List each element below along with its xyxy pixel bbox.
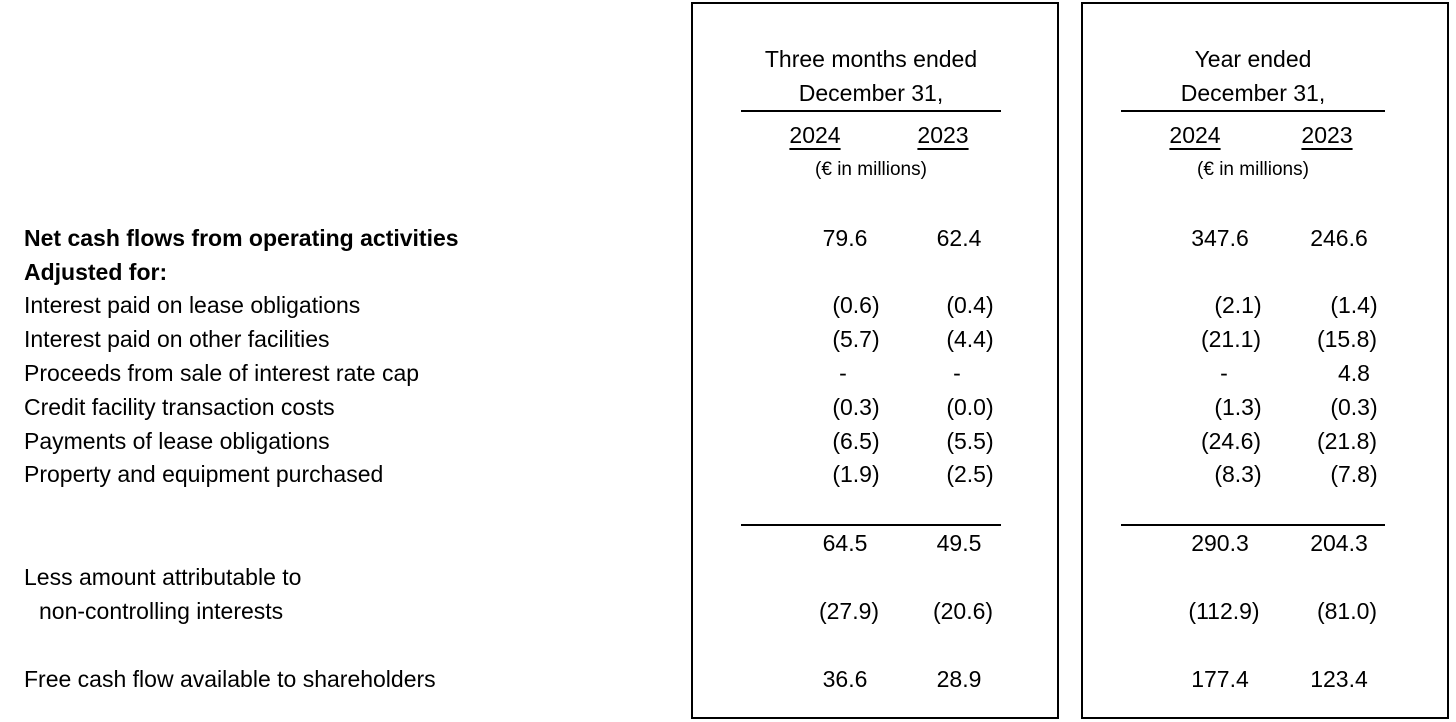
year-year-a: 2024 <box>1169 122 1221 148</box>
value-cell: (112.9) <box>1188 598 1260 624</box>
row-label-non-controlling: non-controlling interests <box>39 598 284 624</box>
value-cell: 4.8 <box>1338 360 1370 386</box>
row-label-free-cash-flow: Free cash flow available to shareholders <box>24 666 436 692</box>
three-months-heading-rule <box>741 110 1001 112</box>
value-cell: (0.6) <box>832 292 880 318</box>
value-cell: (1.4) <box>1330 292 1378 318</box>
year-year-b: 2023 <box>1301 122 1353 148</box>
value-cell: (5.5) <box>946 428 994 454</box>
row-label-adjusted-for: Adjusted for: <box>24 259 168 285</box>
three-months-year-a: 2024 <box>789 122 841 148</box>
value-cell: (21.8) <box>1316 428 1378 454</box>
year-unit: (€ in millions) <box>1197 159 1309 180</box>
value-cell: (20.6) <box>932 598 994 624</box>
value-cell: (1.3) <box>1214 394 1262 420</box>
three-months-heading-line2: December 31, <box>798 80 944 106</box>
year-column-box <box>1081 2 1449 719</box>
three-months-unit: (€ in millions) <box>815 159 927 180</box>
value-cell: (8.3) <box>1214 461 1262 487</box>
row-label-less-amount: Less amount attributable to <box>24 564 302 590</box>
value-cell: - <box>839 360 847 386</box>
value-cell: (6.5) <box>832 428 880 454</box>
value-cell: (4.4) <box>946 326 994 352</box>
subtotal-value: 64.5 <box>822 530 868 556</box>
row-label-interest-other: Interest paid on other facilities <box>24 326 330 352</box>
value-cell: (1.9) <box>832 461 880 487</box>
row-label-property-equipment: Property and equipment purchased <box>24 461 384 487</box>
value-cell: (0.4) <box>946 292 994 318</box>
value-cell: (81.0) <box>1316 598 1378 624</box>
value-cell: - <box>1220 360 1228 386</box>
three-months-year-b: 2023 <box>917 122 969 148</box>
subtotal-value: 290.3 <box>1191 530 1249 556</box>
row-label-net-cash-flows: Net cash flows from operating activities <box>24 225 459 251</box>
year-heading-line2: December 31, <box>1180 80 1326 106</box>
year-subtotal-rule <box>1121 524 1385 526</box>
value-cell: (0.0) <box>946 394 994 420</box>
three-months-column-box <box>691 2 1059 719</box>
value-cell: (2.1) <box>1214 292 1262 318</box>
value-cell: (24.6) <box>1200 428 1262 454</box>
value-cell: (15.8) <box>1316 326 1378 352</box>
value-cell: (21.1) <box>1200 326 1262 352</box>
subtotal-value: 204.3 <box>1310 530 1368 556</box>
row-label-credit-facility: Credit facility transaction costs <box>24 394 335 420</box>
value-cell: (27.9) <box>818 598 880 624</box>
value-cell: 347.6 <box>1191 225 1249 251</box>
subtotal-value: 49.5 <box>936 530 982 556</box>
value-cell: (0.3) <box>832 394 880 420</box>
value-cell: 79.6 <box>822 225 868 251</box>
value-cell: 62.4 <box>936 225 982 251</box>
value-cell: 246.6 <box>1310 225 1368 251</box>
value-cell: 123.4 <box>1310 666 1368 692</box>
value-cell: (2.5) <box>946 461 994 487</box>
three-months-heading-line1: Three months ended <box>764 46 978 72</box>
row-label-interest-lease: Interest paid on lease obligations <box>24 292 361 318</box>
year-heading-line1: Year ended <box>1194 46 1312 72</box>
row-label-payments-lease: Payments of lease obligations <box>24 428 330 454</box>
value-cell: (7.8) <box>1330 461 1378 487</box>
value-cell: (0.3) <box>1330 394 1378 420</box>
value-cell: 36.6 <box>822 666 868 692</box>
value-cell: 28.9 <box>936 666 982 692</box>
value-cell: (5.7) <box>832 326 880 352</box>
value-cell: 177.4 <box>1191 666 1249 692</box>
year-heading-rule <box>1121 110 1385 112</box>
row-label-proceeds-rate-cap: Proceeds from sale of interest rate cap <box>24 360 420 386</box>
value-cell: - <box>953 360 961 386</box>
three-months-subtotal-rule <box>741 524 1001 526</box>
